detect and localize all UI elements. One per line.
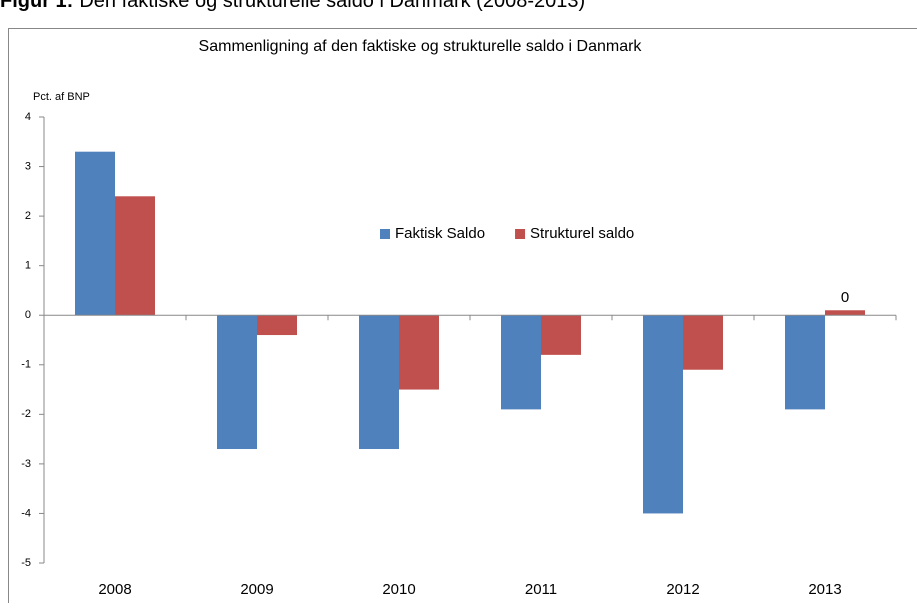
caption-label: Figur 1: xyxy=(0,0,73,12)
legend-swatch xyxy=(380,229,390,239)
bar xyxy=(217,315,257,449)
legend-label: Faktisk Saldo xyxy=(395,225,485,242)
bar xyxy=(683,315,723,370)
y-tick-label: 3 xyxy=(25,160,31,172)
x-tick-label: 2008 xyxy=(98,581,131,598)
bar xyxy=(785,315,825,409)
y-tick-label: -3 xyxy=(21,458,31,470)
x-tick-label: 2009 xyxy=(240,581,273,598)
bar xyxy=(359,315,399,449)
chart-frame xyxy=(9,29,917,604)
y-tick-label: -1 xyxy=(21,359,31,371)
bar xyxy=(257,315,297,335)
x-tick-label: 2011 xyxy=(525,581,557,598)
bar xyxy=(75,152,115,316)
bar xyxy=(399,315,439,389)
y-tick-label: 2 xyxy=(25,210,31,222)
y-tick-label: 4 xyxy=(25,111,31,123)
bar xyxy=(501,315,541,409)
y-tick-label: -5 xyxy=(21,557,31,569)
legend-label: Strukturel saldo xyxy=(530,225,634,242)
chart-title: Sammenligning af den faktiske og struktu… xyxy=(199,38,643,55)
y-axis-label: Pct. af BNP xyxy=(33,91,90,103)
x-tick-label: 2012 xyxy=(666,581,699,598)
y-tick-label: -2 xyxy=(21,408,31,420)
value-label: 0 xyxy=(841,289,849,306)
x-tick-label: 2013 xyxy=(808,581,841,598)
legend-swatch xyxy=(515,229,525,239)
bar xyxy=(115,196,155,315)
y-tick-label: 1 xyxy=(25,260,31,272)
y-tick-label: 0 xyxy=(25,309,31,321)
bar xyxy=(643,315,683,513)
y-tick-label: -4 xyxy=(21,507,31,519)
bar xyxy=(541,315,581,355)
x-tick-label: 2010 xyxy=(382,581,415,598)
figure-caption: Figur 1: Den faktiske og strukturelle sal… xyxy=(0,0,585,12)
caption-text: Den faktiske og strukturelle saldo i Dan… xyxy=(79,0,585,12)
bar xyxy=(825,310,865,315)
